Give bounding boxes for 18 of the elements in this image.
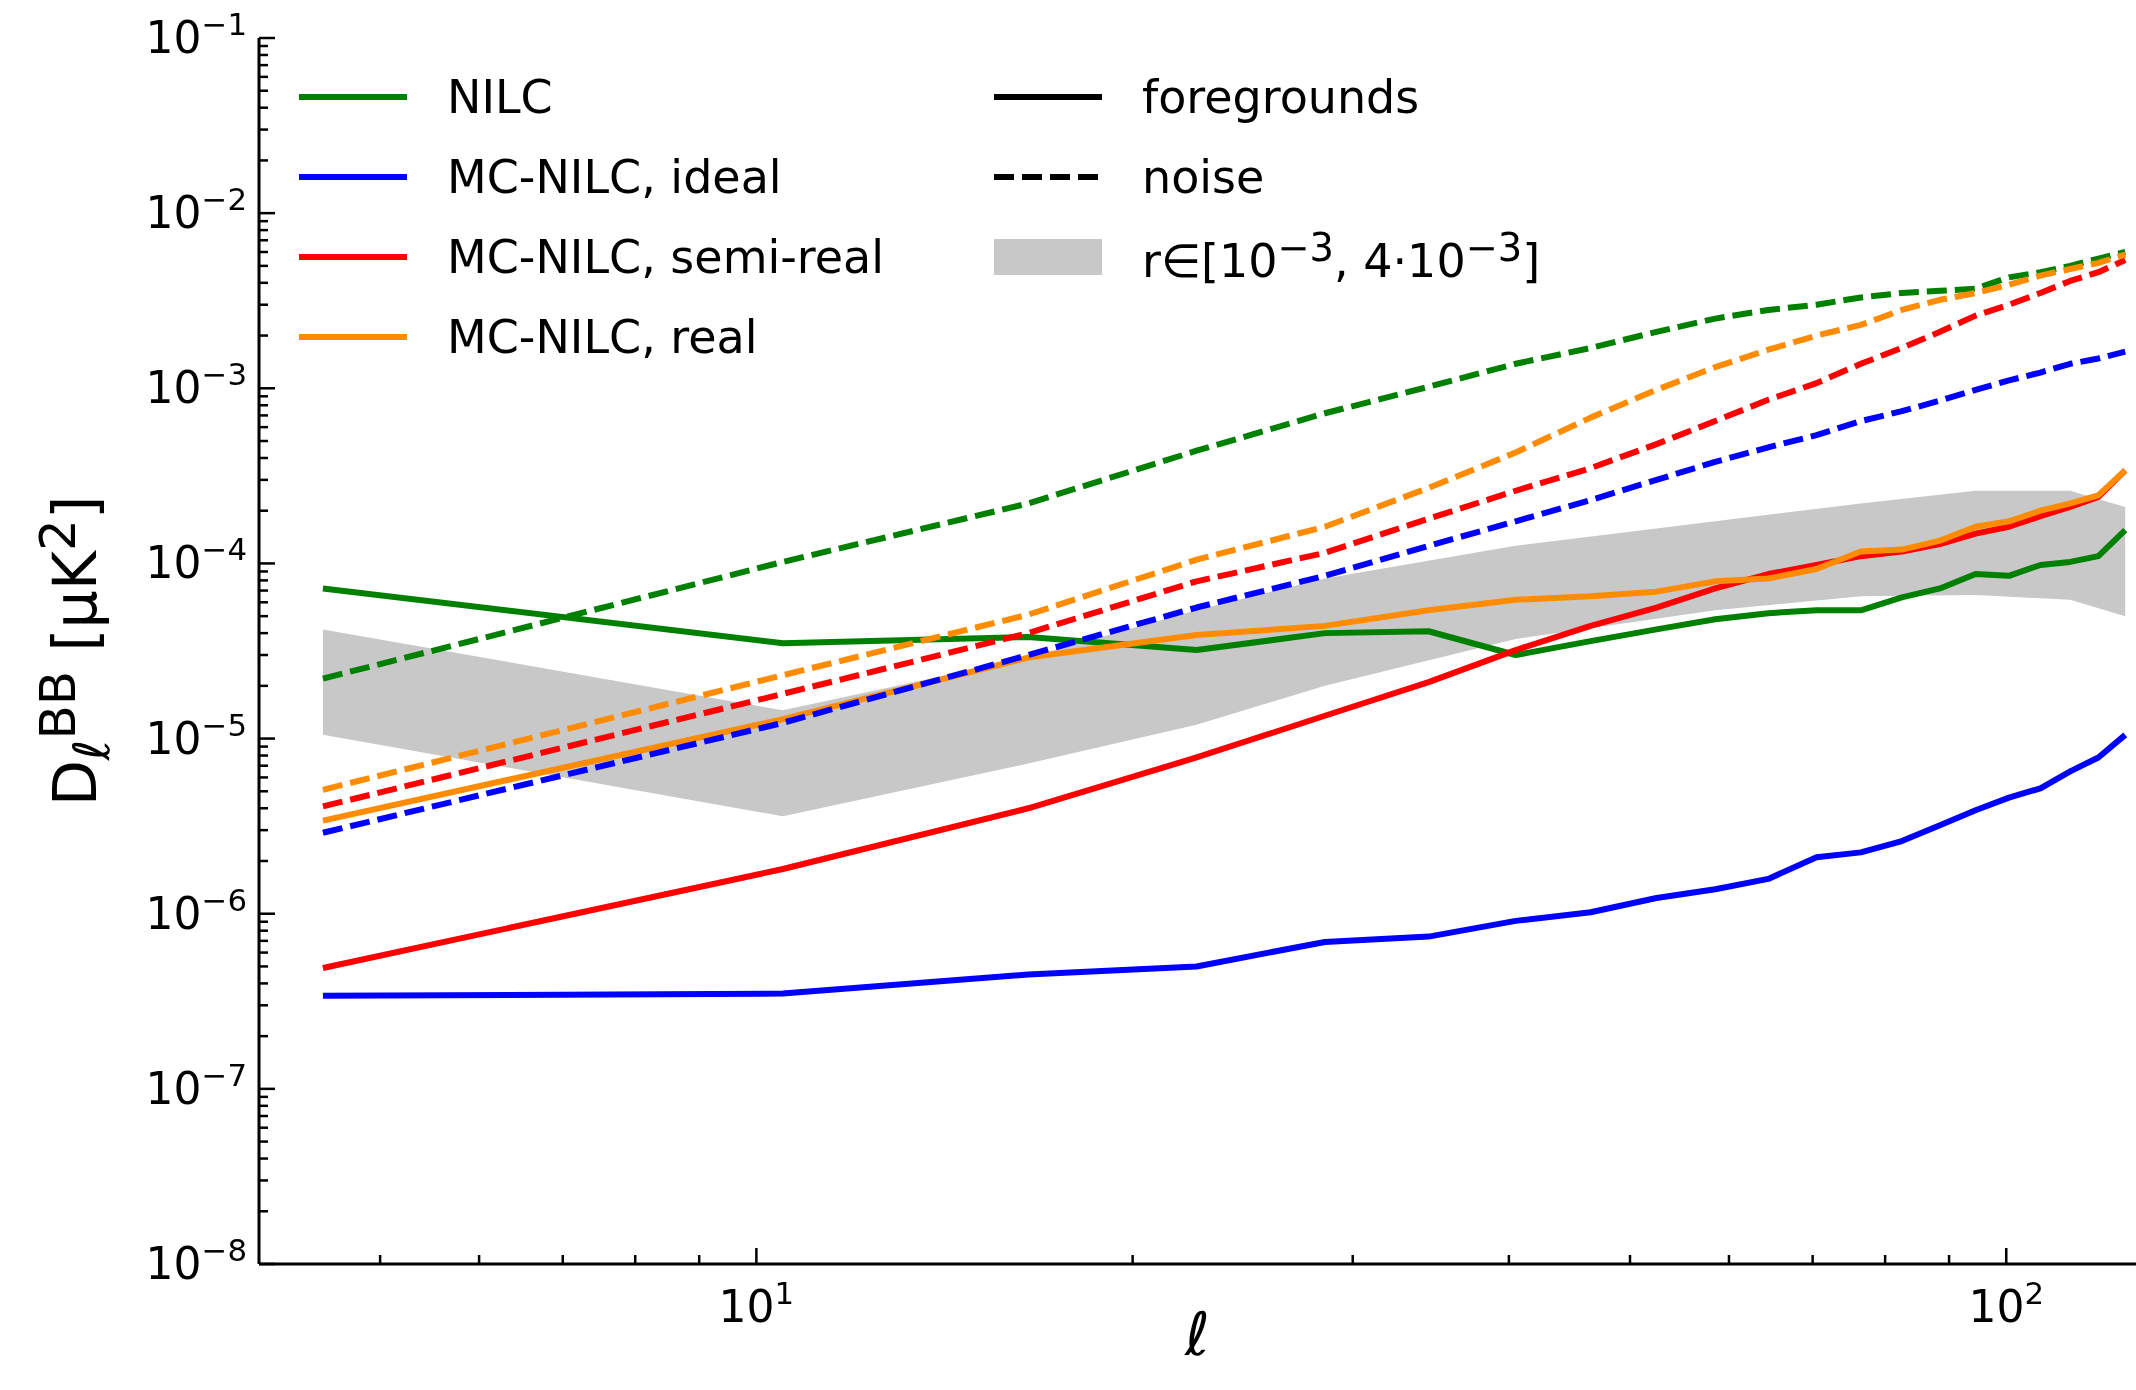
legend-label: noise [1142, 150, 1265, 204]
y-tick-label: 10$^{−3}$ [145, 356, 247, 414]
legend-label: NILC [447, 70, 553, 124]
legend-label: foregrounds [1142, 70, 1420, 124]
x-axis-title: ℓ [1185, 1299, 1210, 1369]
y-tick-label: 10$^{−6}$ [145, 881, 247, 939]
y-tick-label: 10$^{−5}$ [145, 706, 247, 764]
legend-label: MC-NILC, semi-real [447, 230, 884, 284]
legend-label: MC-NILC, real [447, 310, 758, 364]
y-tick-label: 10$^{−1}$ [145, 6, 247, 63]
x-tick-label: 10$^{1}$ [718, 1275, 795, 1332]
y-tick-label: 10$^{−2}$ [145, 181, 247, 239]
legend-label: r∈[10$^{−3}$, 4·10$^{−3}$] [1142, 225, 1541, 289]
y-tick-label: 10$^{−7}$ [145, 1056, 247, 1114]
y-tick-label: 10$^{−8}$ [145, 1232, 247, 1289]
y-tick-label: 10$^{−4}$ [145, 531, 247, 589]
x-tick-label: 10$^{2}$ [1968, 1275, 2045, 1332]
legend-label: MC-NILC, ideal [447, 150, 782, 204]
